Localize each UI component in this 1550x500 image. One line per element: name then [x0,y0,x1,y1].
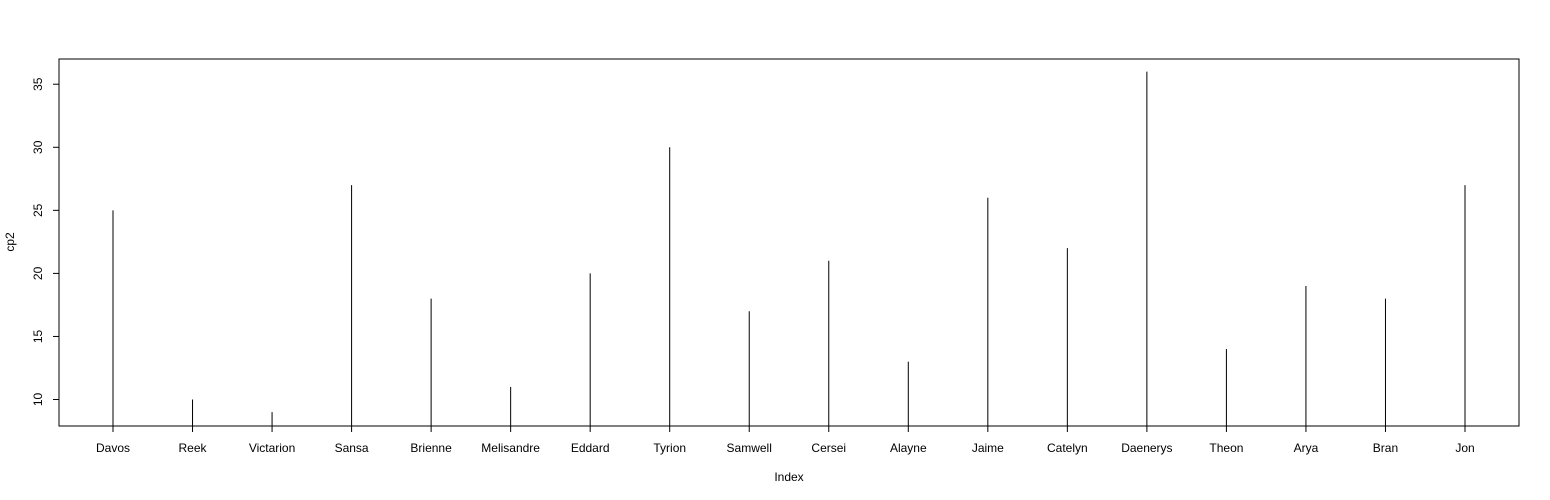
plot-frame [58,58,1520,427]
x-tick-label: Daenerys [1121,441,1172,455]
y-tick-label: 20 [31,266,45,280]
x-axis-label: Index [774,470,803,484]
x-tick-label: Catelyn [1047,441,1088,455]
x-tick-label: Davos [96,441,130,455]
x-tick-label: Cersei [811,441,846,455]
y-tick-label: 30 [31,140,45,154]
bars [112,71,1466,426]
x-tick-label: Jaime [972,441,1004,455]
x-tick-label: Theon [1209,441,1243,455]
x-tick-label: Alayne [890,441,927,455]
y-tick-label: 10 [31,393,45,407]
y-axis-label: cp2 [3,232,17,252]
x-tick-label: Melisandre [481,441,540,455]
x-tick-label: Eddard [571,441,610,455]
x-tick-label: Arya [1294,441,1319,455]
x-tick-label: Bran [1373,441,1398,455]
x-tick-label: Reek [179,441,208,455]
y-tick-label: 15 [31,329,45,343]
x-tick-label: Samwell [727,441,772,455]
x-tick-label: Sansa [335,441,369,455]
x-tick-label: Brienne [410,441,452,455]
y-tick-label: 35 [31,77,45,91]
x-tick-label: Jon [1455,441,1474,455]
x-axis: Davos Reek Victarion Sansa Brienne Melisandre… [96,426,1475,455]
x-tick-label: Victarion [249,441,295,455]
x-tick-label: Tyrion [653,441,686,455]
y-axis: 10 15 20 25 30 35 [31,77,59,406]
y-tick-label: 25 [31,203,45,217]
